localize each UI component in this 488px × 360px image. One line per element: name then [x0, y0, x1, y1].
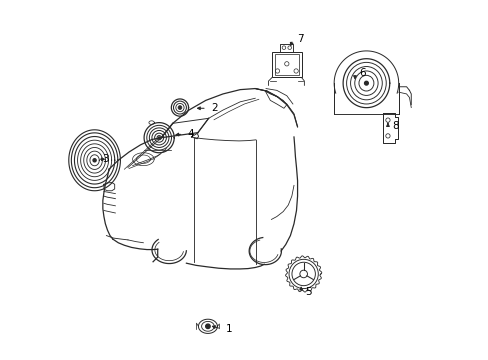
Text: 7: 7 [297, 35, 303, 44]
Circle shape [178, 106, 182, 109]
Text: 6: 6 [359, 68, 365, 78]
Circle shape [93, 159, 96, 162]
Circle shape [205, 324, 210, 329]
Bar [274, 54, 298, 75]
Bar [271, 51, 301, 77]
Text: 8: 8 [391, 121, 398, 131]
Text: 5: 5 [305, 287, 311, 297]
Text: 1: 1 [225, 324, 232, 334]
Text: 3: 3 [102, 154, 108, 164]
Circle shape [364, 81, 367, 85]
Circle shape [158, 137, 160, 139]
Text: 4: 4 [187, 129, 194, 139]
Text: 2: 2 [211, 103, 217, 113]
